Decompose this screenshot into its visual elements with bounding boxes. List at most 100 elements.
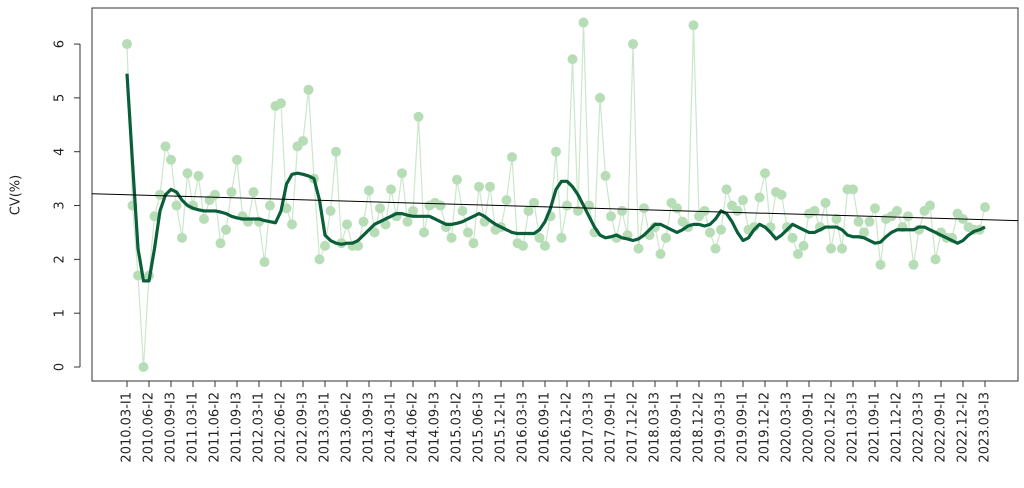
x-tick-label: 2014.09-I3 bbox=[428, 392, 443, 463]
x-tick-label: 2020.12-I2 bbox=[824, 392, 839, 463]
x-tick-label: 2015.06-I3 bbox=[472, 392, 487, 463]
point bbox=[408, 205, 418, 216]
series-line bbox=[125, 73, 986, 283]
x-tick-label: 2019.09-I1 bbox=[736, 392, 751, 463]
point bbox=[864, 216, 875, 227]
point bbox=[655, 248, 666, 259]
x-tick-label: 2015.12-I1 bbox=[494, 392, 509, 463]
point bbox=[798, 240, 809, 251]
point bbox=[754, 192, 765, 203]
x-tick-label: 2021.09-I1 bbox=[868, 392, 883, 463]
point bbox=[870, 203, 880, 214]
point bbox=[276, 98, 286, 109]
x-tick-label: 2011.09-I3 bbox=[230, 392, 245, 463]
x-tick-label: 2013.09-I3 bbox=[362, 392, 377, 463]
point bbox=[859, 227, 869, 238]
point bbox=[573, 205, 583, 216]
x-tick-label: 2022.12-I2 bbox=[956, 392, 971, 463]
point bbox=[534, 232, 545, 243]
point bbox=[397, 168, 407, 179]
point bbox=[501, 195, 512, 206]
point bbox=[639, 203, 649, 214]
y-tick-label: 6 bbox=[53, 40, 68, 48]
point bbox=[171, 200, 182, 211]
point bbox=[474, 181, 484, 192]
point bbox=[369, 227, 380, 238]
point bbox=[787, 232, 798, 243]
point bbox=[930, 254, 941, 265]
point bbox=[232, 154, 242, 165]
trend-line bbox=[91, 193, 1019, 222]
x-tick-label: 2018.03-I3 bbox=[648, 392, 663, 463]
x-tick-label: 2012.09-I3 bbox=[296, 392, 311, 463]
x-tick-label: 2010.09-I3 bbox=[164, 392, 179, 463]
x-tick-label: 2010.03-I1 bbox=[120, 392, 135, 463]
point bbox=[782, 222, 792, 233]
x-tick-label: 2019.03-I3 bbox=[714, 392, 729, 463]
point bbox=[595, 92, 605, 103]
point bbox=[925, 200, 935, 211]
point bbox=[721, 184, 732, 195]
x-tick-label: 2012.03-I1 bbox=[252, 392, 267, 463]
point bbox=[903, 211, 913, 222]
x-tick-label: 2019.12-I2 bbox=[758, 392, 773, 463]
point bbox=[606, 211, 616, 222]
y-tick-label: 5 bbox=[53, 94, 68, 102]
point bbox=[468, 238, 479, 249]
point bbox=[820, 197, 831, 208]
point bbox=[149, 211, 160, 222]
point bbox=[358, 216, 369, 227]
x-tick-label: 2010.06-I2 bbox=[142, 392, 157, 463]
x-tick-label: 2020.09-I1 bbox=[802, 392, 817, 463]
point bbox=[226, 187, 237, 198]
point bbox=[303, 84, 314, 95]
point bbox=[875, 259, 886, 270]
point bbox=[716, 224, 726, 235]
point bbox=[738, 195, 748, 206]
point bbox=[732, 205, 743, 216]
point bbox=[672, 203, 682, 214]
point bbox=[177, 232, 187, 243]
point bbox=[661, 232, 671, 243]
point bbox=[556, 232, 567, 243]
point bbox=[529, 197, 539, 208]
point bbox=[452, 174, 462, 185]
x-tick-label: 2022.03-I3 bbox=[912, 392, 927, 463]
y-tick-label: 2 bbox=[53, 255, 68, 263]
point bbox=[793, 248, 803, 259]
point bbox=[199, 213, 209, 224]
y-tick-label: 1 bbox=[53, 309, 68, 317]
point bbox=[221, 224, 231, 235]
point bbox=[325, 205, 336, 216]
x-tick-label: 2016.09-I1 bbox=[538, 392, 553, 463]
y-tick-label: 4 bbox=[53, 148, 68, 156]
point bbox=[155, 189, 165, 200]
point bbox=[776, 189, 787, 200]
point bbox=[562, 200, 572, 211]
point bbox=[138, 362, 149, 373]
x-tick-label: 2011.03-I1 bbox=[186, 392, 201, 463]
y-tick-label: 3 bbox=[53, 201, 68, 209]
point bbox=[523, 205, 534, 216]
point bbox=[749, 222, 759, 233]
x-tick-label: 2014.06-I2 bbox=[406, 392, 421, 463]
point bbox=[193, 170, 204, 181]
point bbox=[463, 227, 473, 238]
point bbox=[617, 205, 627, 216]
x-tick-label: 2021.12-I2 bbox=[890, 392, 905, 463]
point bbox=[215, 238, 226, 249]
x-tick-label: 2022.09-I1 bbox=[934, 392, 949, 463]
y-tick-label: 0 bbox=[53, 363, 68, 371]
point bbox=[578, 17, 589, 28]
point bbox=[551, 146, 561, 157]
x-tick-label: 2011.06-I2 bbox=[208, 392, 223, 463]
point bbox=[419, 227, 429, 238]
point bbox=[980, 202, 990, 213]
point bbox=[375, 203, 385, 214]
x-tick-label: 2017.03-I3 bbox=[582, 392, 597, 463]
point bbox=[688, 20, 699, 31]
point bbox=[853, 216, 864, 227]
point bbox=[160, 141, 171, 152]
point bbox=[809, 205, 820, 216]
point bbox=[413, 111, 424, 122]
